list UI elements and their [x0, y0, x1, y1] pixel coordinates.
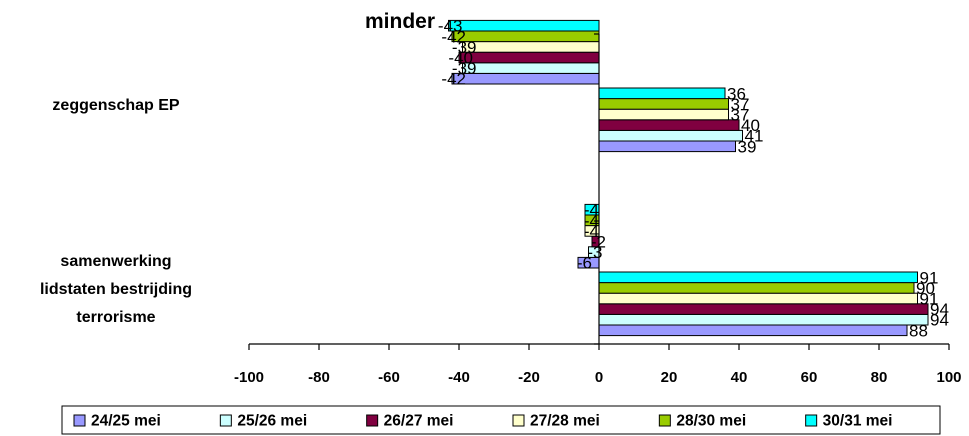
bar-0-1-4: [598, 98, 729, 110]
legend-swatch: [219, 414, 232, 427]
legend-swatch: [366, 414, 379, 427]
tick-label: -80: [308, 369, 330, 386]
value-label: 36: [727, 84, 746, 103]
value-label: -43: [438, 17, 463, 36]
value-label: 37: [731, 95, 750, 114]
value-label: -4: [584, 211, 599, 230]
bar-0-0-2: [458, 51, 600, 64]
tick-label: -100: [234, 369, 264, 386]
bar-0-1-3: [598, 108, 729, 121]
value-label: 94: [930, 300, 949, 319]
bar-1-1-4: [598, 282, 915, 294]
legend-box: [61, 405, 941, 435]
value-label: 39: [738, 137, 757, 156]
category-label: lidstaten bestrijding: [40, 281, 192, 298]
bar-0-0-5: [448, 19, 600, 32]
tick-label: 60: [801, 369, 818, 386]
tick-label: 100: [936, 369, 961, 386]
legend-swatch: [805, 414, 818, 427]
category-label: zeggenschap EP: [52, 97, 179, 114]
legend-swatch: [73, 414, 86, 427]
legend-label: 24/25 mei: [91, 413, 161, 430]
bar-0-1-2: [598, 119, 740, 131]
category-label: terrorisme: [76, 309, 155, 326]
legend-label: 26/27 mei: [384, 413, 454, 430]
bars-layer: [448, 19, 929, 337]
legend-label: 27/28 mei: [530, 413, 600, 430]
category-labels-layer: zeggenschap EP samenwerking lidstaten best…: [40, 97, 192, 326]
legend: 24/25 mei 25/26 mei 26/27 mei 27/28 mei 28/3…: [61, 405, 941, 435]
legend-swatch: [512, 414, 525, 427]
bar-0-0-3: [462, 41, 600, 53]
value-label: 91: [920, 290, 939, 309]
tick-label: -60: [378, 369, 400, 386]
legend-swatch: [658, 414, 671, 427]
tick-label: 80: [871, 369, 888, 386]
legend-label: 25/26 mei: [237, 413, 307, 430]
tick-label: 40: [731, 369, 748, 386]
axes-layer: -100 -80 -60 -40 -20 0 20 40 60 80 100: [234, 33, 962, 386]
bar-1-1-0: [598, 324, 908, 337]
value-label: 41: [745, 127, 764, 146]
category-label: samenwerking: [60, 253, 171, 270]
value-label: 88: [909, 321, 928, 340]
bar-1-1-1: [598, 313, 929, 326]
bar-0-1-0: [598, 140, 736, 153]
value-label: 90: [916, 279, 935, 298]
tick-label: 20: [661, 369, 678, 386]
bar-0-1-5: [598, 87, 726, 100]
bar-0-0-1: [462, 62, 600, 74]
value-label: -42: [441, 27, 466, 46]
tick-label: -40: [448, 369, 470, 386]
value-labels-layer: -42-39-40-39-42-43394140373736-6-3-2-4-4…: [438, 17, 949, 341]
value-label: -6: [577, 254, 592, 273]
value-label: -39: [452, 59, 477, 78]
value-label: 37: [731, 106, 750, 125]
value-label: 40: [741, 116, 760, 135]
value-label: -42: [441, 70, 466, 89]
value-label: 91: [920, 268, 939, 287]
tick-label: 0: [595, 369, 603, 386]
legend-label: 28/30 mei: [676, 413, 746, 430]
bar-0-1-1: [598, 129, 743, 142]
tick-label: -20: [518, 369, 540, 386]
value-label: 94: [930, 311, 949, 330]
value-label: -4: [584, 201, 599, 220]
bar-1-1-5: [598, 271, 918, 284]
chart-title: minder: [365, 10, 435, 33]
value-label: -4: [584, 222, 599, 241]
bar-1-1-3: [598, 292, 918, 305]
legend-label: 30/31 mei: [823, 413, 893, 430]
value-label: -39: [452, 38, 477, 57]
bar-1-1-2: [598, 303, 929, 315]
value-label: -40: [448, 49, 473, 68]
